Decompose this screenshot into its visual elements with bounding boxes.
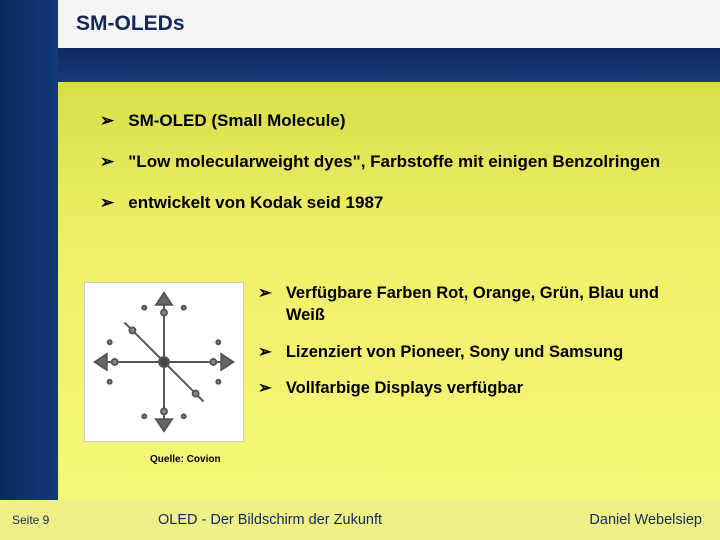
- title-bar: SM-OLEDs: [58, 0, 720, 48]
- footer-title: OLED - Der Bildschirm der Zukunft: [158, 512, 382, 528]
- main-bullets: ➢ SM-OLED (Small Molecule) ➢ "Low molecu…: [100, 110, 685, 233]
- bullet-text: SM-OLED (Small Molecule): [128, 110, 345, 133]
- bullet-glyph-icon: ➢: [258, 282, 272, 304]
- bullet-glyph-icon: ➢: [258, 341, 272, 363]
- title-divider: [58, 48, 720, 82]
- bullet-item: ➢ SM-OLED (Small Molecule): [100, 110, 685, 133]
- slide-title: SM-OLEDs: [76, 12, 185, 36]
- bullet-text: "Low molecularweight dyes", Farbstoffe m…: [128, 151, 660, 174]
- bullet-glyph-icon: ➢: [258, 377, 272, 399]
- bullet-text: Vollfarbige Displays verfügbar: [286, 377, 523, 399]
- source-label: Quelle: Covion: [150, 454, 221, 465]
- bottom-section: ➢ Verfügbare Farben Rot, Orange, Grün, B…: [84, 282, 694, 442]
- bullet-item: ➢ entwickelt von Kodak seid 1987: [100, 192, 685, 215]
- bullet-text: Lizenziert von Pioneer, Sony und Samsung: [286, 341, 623, 363]
- right-bullets: ➢ Verfügbare Farben Rot, Orange, Grün, B…: [258, 282, 694, 442]
- footer: Seite 9 OLED - Der Bildschirm der Zukunf…: [0, 500, 720, 540]
- footer-author: Daniel Webelsiep: [589, 512, 702, 528]
- bullet-item: ➢ Lizenziert von Pioneer, Sony und Samsu…: [258, 341, 694, 363]
- bullet-text: entwickelt von Kodak seid 1987: [128, 192, 383, 215]
- bullet-glyph-icon: ➢: [100, 110, 114, 133]
- bullet-item: ➢ "Low molecularweight dyes", Farbstoffe…: [100, 151, 685, 174]
- page-number: Seite 9: [12, 513, 49, 527]
- bullet-text: Verfügbare Farben Rot, Orange, Grün, Bla…: [286, 282, 694, 327]
- bullet-item: ➢ Verfügbare Farben Rot, Orange, Grün, B…: [258, 282, 694, 327]
- molecule-image: [84, 282, 244, 442]
- bullet-glyph-icon: ➢: [100, 151, 114, 174]
- left-nav-band: [0, 0, 58, 540]
- bullet-item: ➢ Vollfarbige Displays verfügbar: [258, 377, 694, 399]
- bullet-glyph-icon: ➢: [100, 192, 114, 215]
